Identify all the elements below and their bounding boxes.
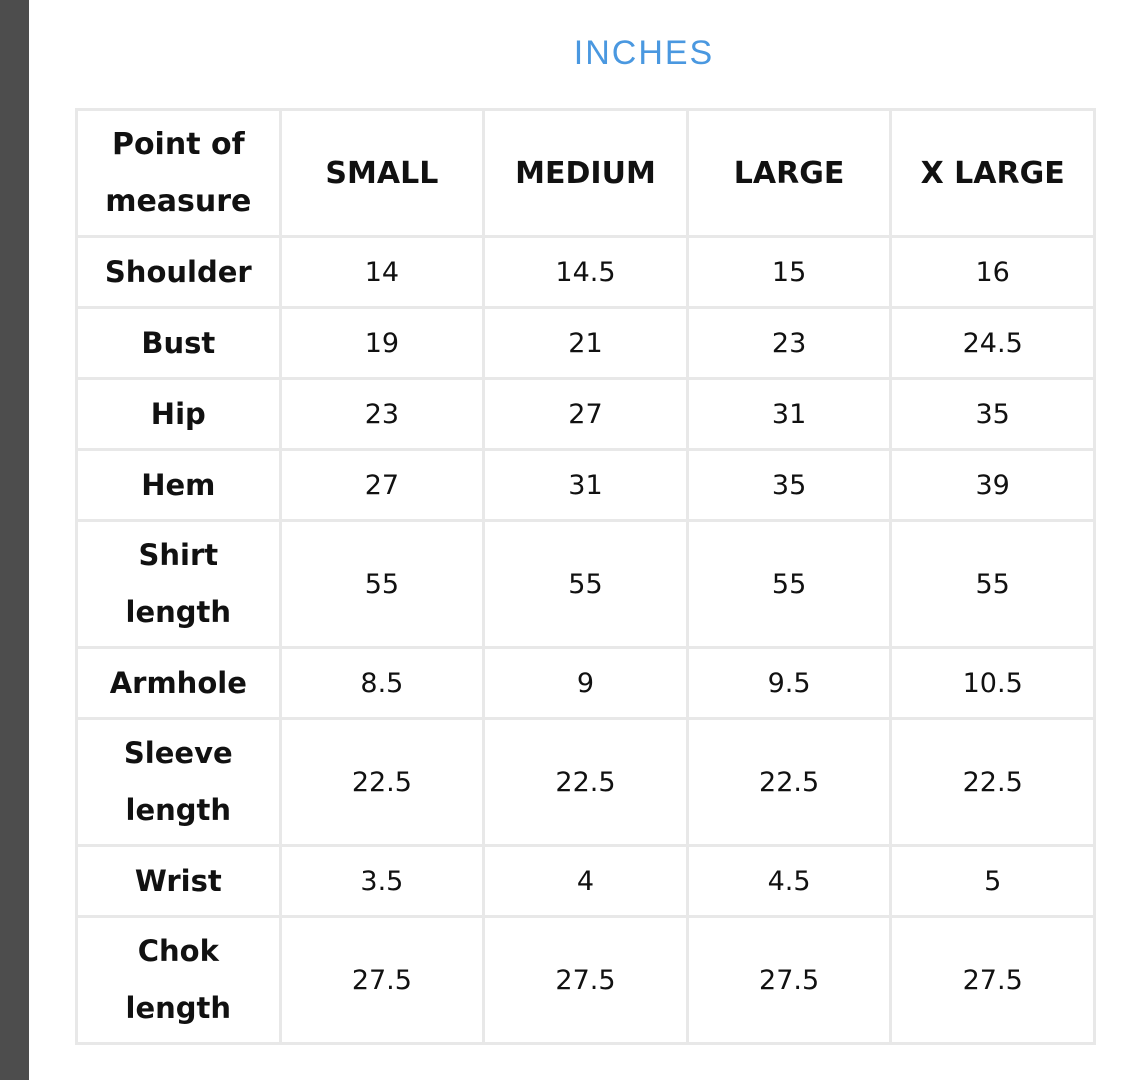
row-label: Chok length [75, 915, 282, 1045]
table-cell: 19 [278, 306, 486, 380]
row-label: Shoulder [75, 235, 282, 309]
page-title: INCHES [573, 34, 715, 72]
table-cell: 22.5 [482, 717, 689, 847]
table-cell: 27.5 [482, 915, 689, 1045]
column-header: MEDIUM [482, 108, 689, 238]
row-label: Shirt length [75, 519, 282, 649]
table-cell: 4.5 [685, 844, 893, 918]
table-cell: 31 [685, 377, 893, 451]
header-row: Point of measure SMALL MEDIUM LARGE X LARGE [75, 108, 1096, 238]
row-label: Hip [75, 377, 282, 451]
table-cell: 9.5 [685, 646, 893, 720]
side-bar [0, 0, 29, 1080]
table-cell: 27 [482, 377, 689, 451]
table-cell: 21 [482, 306, 689, 380]
row-label: Bust [75, 306, 282, 380]
table-cell: 35 [685, 448, 893, 522]
table-cell: 5 [889, 844, 1096, 918]
table-cell: 55 [278, 519, 486, 649]
table-row: Hip 23 27 31 35 [75, 377, 1096, 451]
column-header: X LARGE [889, 108, 1096, 238]
table-cell: 27.5 [685, 915, 893, 1045]
row-label: Sleeve length [75, 717, 282, 847]
table-cell: 39 [889, 448, 1096, 522]
table-cell: 27 [278, 448, 486, 522]
table-cell: 15 [685, 235, 893, 309]
table-cell: 22.5 [685, 717, 893, 847]
table-cell: 55 [482, 519, 689, 649]
column-header: Point of measure [75, 108, 282, 238]
table-cell: 55 [889, 519, 1096, 649]
table-cell: 3.5 [278, 844, 486, 918]
table-cell: 9 [482, 646, 689, 720]
table-row: Shoulder 14 14.5 15 16 [75, 235, 1096, 309]
table-row: Shirt length 55 55 55 55 [75, 519, 1096, 649]
table-row: Hem 27 31 35 39 [75, 448, 1096, 522]
table-cell: 24.5 [889, 306, 1096, 380]
row-label: Hem [75, 448, 282, 522]
table-row: Sleeve length 22.5 22.5 22.5 22.5 [75, 717, 1096, 847]
table-cell: 22.5 [278, 717, 486, 847]
table-cell: 23 [278, 377, 486, 451]
row-label: Armhole [75, 646, 282, 720]
table-cell: 27.5 [278, 915, 486, 1045]
table-cell: 27.5 [889, 915, 1096, 1045]
size-chart-table: Point of measure SMALL MEDIUM LARGE X LARGE … [75, 108, 1096, 1045]
table-row: Chok length 27.5 27.5 27.5 27.5 [75, 915, 1096, 1045]
table-row: Wrist 3.5 4 4.5 5 [75, 844, 1096, 918]
table-cell: 10.5 [889, 646, 1096, 720]
column-header: LARGE [685, 108, 893, 238]
table-cell: 16 [889, 235, 1096, 309]
column-header: SMALL [278, 108, 486, 238]
table-row: Bust 19 21 23 24.5 [75, 306, 1096, 380]
table-cell: 23 [685, 306, 893, 380]
table-cell: 55 [685, 519, 893, 649]
table-cell: 31 [482, 448, 689, 522]
table-cell: 14 [278, 235, 486, 309]
table-cell: 8.5 [278, 646, 486, 720]
row-label: Wrist [75, 844, 282, 918]
table-cell: 14.5 [482, 235, 689, 309]
table-cell: 22.5 [889, 717, 1096, 847]
table-cell: 4 [482, 844, 689, 918]
table-row: Armhole 8.5 9 9.5 10.5 [75, 646, 1096, 720]
table-cell: 35 [889, 377, 1096, 451]
